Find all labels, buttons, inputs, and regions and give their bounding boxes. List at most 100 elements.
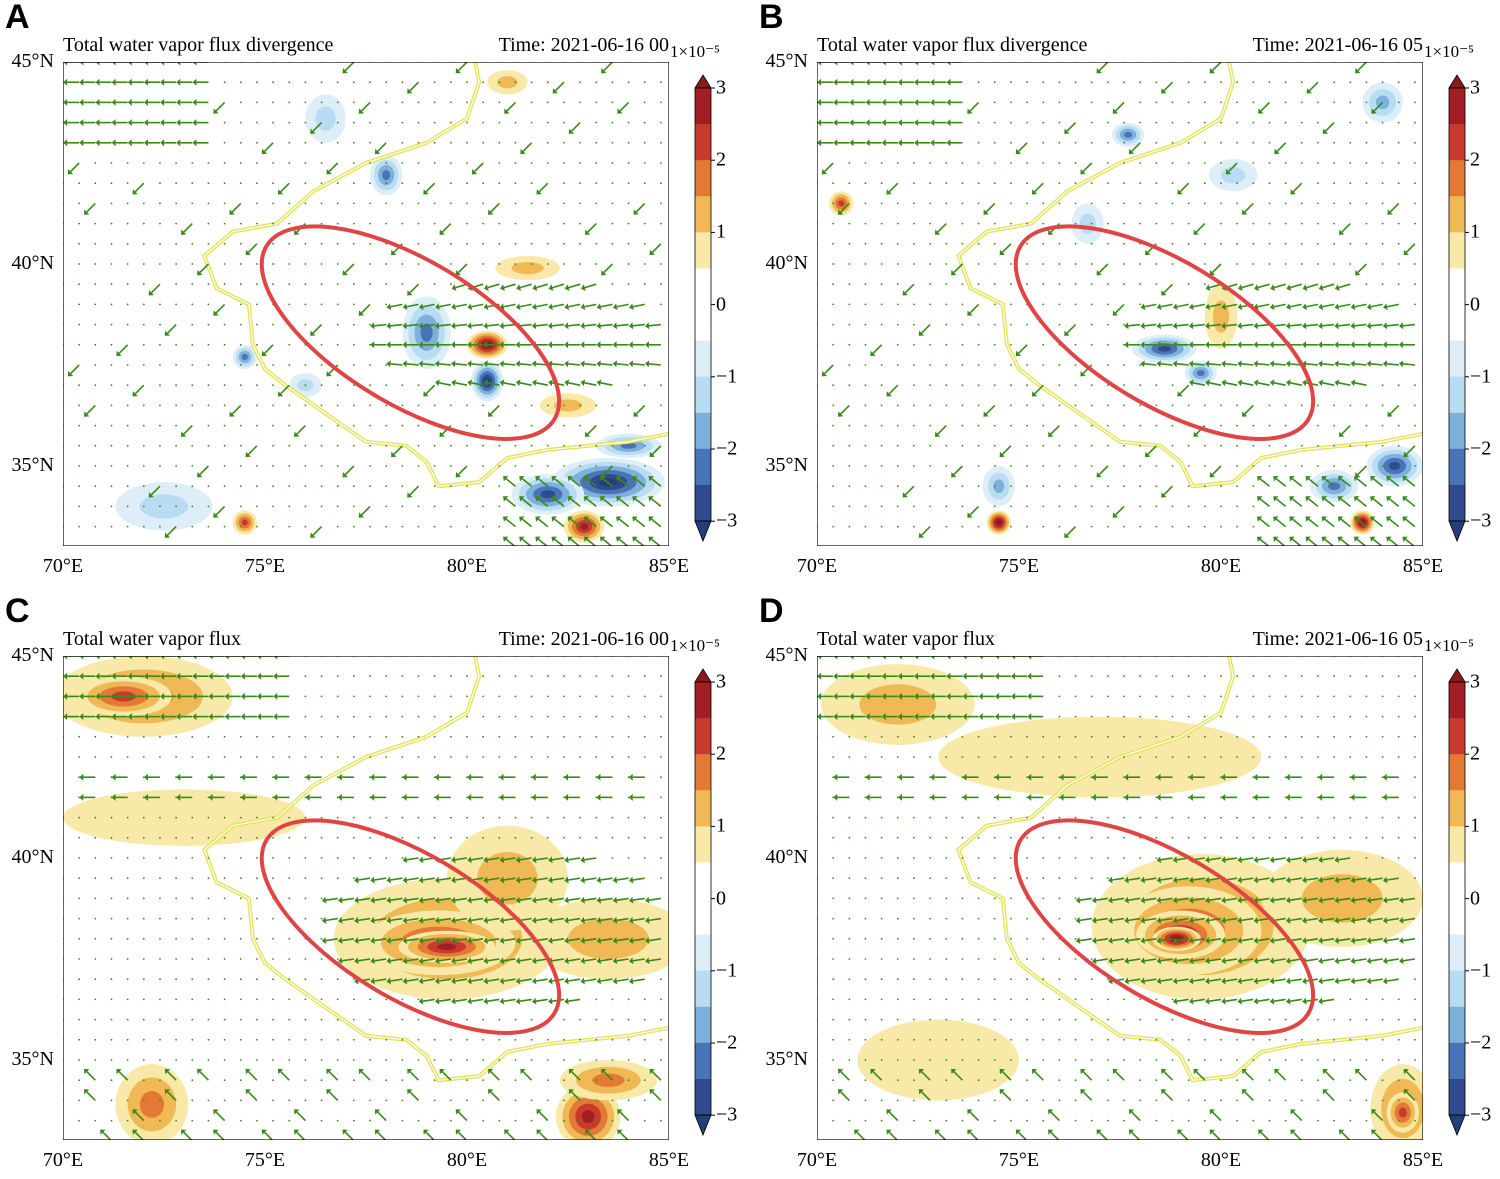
vector-dot xyxy=(1026,756,1028,758)
vector-dot xyxy=(1026,1100,1028,1102)
vector-dot xyxy=(418,425,420,427)
vector-dot xyxy=(1091,857,1093,859)
vector-dot xyxy=(401,182,403,184)
vector-dot xyxy=(644,162,646,164)
vector-dot xyxy=(482,817,484,819)
vector-dot xyxy=(1155,736,1157,738)
vector-dot xyxy=(1026,425,1028,427)
vector-dot xyxy=(256,465,258,467)
vector-dot xyxy=(1252,506,1254,508)
vector-dot xyxy=(612,999,614,1001)
vector-dot xyxy=(143,405,145,407)
vector-dot xyxy=(191,1079,193,1081)
vector-dot xyxy=(434,465,436,467)
vector-dot xyxy=(1155,1120,1157,1122)
vector-dot xyxy=(563,716,565,718)
vector-dot xyxy=(111,918,113,920)
vector-dot xyxy=(191,304,193,306)
vector-dot xyxy=(127,736,129,738)
vector-dot xyxy=(1042,485,1044,487)
vector-dot xyxy=(1317,122,1319,124)
vector-dot xyxy=(272,203,274,205)
vector-dot xyxy=(1414,182,1416,184)
vector-dot xyxy=(628,1079,630,1081)
contour-level xyxy=(140,1091,164,1118)
vector-dot xyxy=(881,978,883,980)
colorbar-tick-label: 2 xyxy=(1470,743,1480,766)
vector-dot xyxy=(305,999,307,1001)
vector-dot xyxy=(111,283,113,285)
vector-dot xyxy=(1075,1039,1077,1041)
vector-dot xyxy=(482,445,484,447)
vector-dot xyxy=(978,526,980,528)
vector-dot xyxy=(913,877,915,879)
vector-dot xyxy=(1026,162,1028,164)
vector-dot xyxy=(1317,263,1319,265)
vector-dot xyxy=(1220,817,1222,819)
vector-dot xyxy=(660,81,662,83)
vector-dot xyxy=(1075,978,1077,980)
vector-dot xyxy=(127,1100,129,1102)
vector-dot xyxy=(353,102,355,104)
vector-dot xyxy=(1139,465,1141,467)
vector-dot xyxy=(1042,978,1044,980)
vector-dot xyxy=(272,485,274,487)
vector-dot xyxy=(127,324,129,326)
vector-dot xyxy=(1075,304,1077,306)
vector-dot xyxy=(1139,122,1141,124)
vector-dot xyxy=(143,203,145,205)
vector-dot xyxy=(913,938,915,940)
vector-dot xyxy=(94,243,96,245)
vector-dot xyxy=(305,465,307,467)
vector-dot xyxy=(929,384,931,386)
vector-dot xyxy=(1075,384,1077,386)
vector-dot xyxy=(288,506,290,508)
vector-dot xyxy=(208,223,210,225)
vector-dot xyxy=(595,122,597,124)
vector-dot xyxy=(660,877,662,879)
vector-dot xyxy=(848,938,850,940)
vector-dot xyxy=(288,958,290,960)
vector-dot xyxy=(1188,243,1190,245)
vector-dot xyxy=(175,384,177,386)
vector-dot xyxy=(1059,1039,1061,1041)
vector-dot xyxy=(848,162,850,164)
vector-dot xyxy=(175,182,177,184)
vector-dot xyxy=(945,384,947,386)
colorbar-tick-label: −2 xyxy=(716,438,737,461)
vector-dot xyxy=(865,999,867,1001)
vector-dot xyxy=(305,1019,307,1021)
vector-dot xyxy=(1091,203,1093,205)
vector-dot xyxy=(962,445,964,447)
vector-dot xyxy=(1123,716,1125,718)
vector-dot xyxy=(353,1079,355,1081)
vector-dot xyxy=(272,1039,274,1041)
vector-dot xyxy=(94,837,96,839)
vector-dot xyxy=(531,1100,533,1102)
vector-dot xyxy=(224,243,226,245)
vector-dot xyxy=(547,1100,549,1102)
vector-dot xyxy=(1075,182,1077,184)
vector-dot xyxy=(94,263,96,265)
vector-dot xyxy=(1172,445,1174,447)
vector-dot xyxy=(1236,182,1238,184)
vector-dot xyxy=(515,1019,517,1021)
vector-dot xyxy=(929,182,931,184)
vector-dot xyxy=(531,425,533,427)
colorbar-tick-label: 2 xyxy=(1470,149,1480,172)
vector-dot xyxy=(191,1039,193,1041)
vector-dot xyxy=(159,756,161,758)
vector-dot xyxy=(434,837,436,839)
vector-dot xyxy=(1382,162,1384,164)
vector-dot xyxy=(994,142,996,144)
vector-dot xyxy=(191,1019,193,1021)
vector-dot xyxy=(1236,263,1238,265)
vector-dot xyxy=(612,857,614,859)
vector-dot xyxy=(434,1120,436,1122)
vector-dot xyxy=(865,736,867,738)
vector-dot xyxy=(143,425,145,427)
colorbar-tick-label: 0 xyxy=(1470,887,1480,910)
vector-dot xyxy=(434,445,436,447)
vector-dot xyxy=(1010,978,1012,980)
vector-dot xyxy=(1204,182,1206,184)
